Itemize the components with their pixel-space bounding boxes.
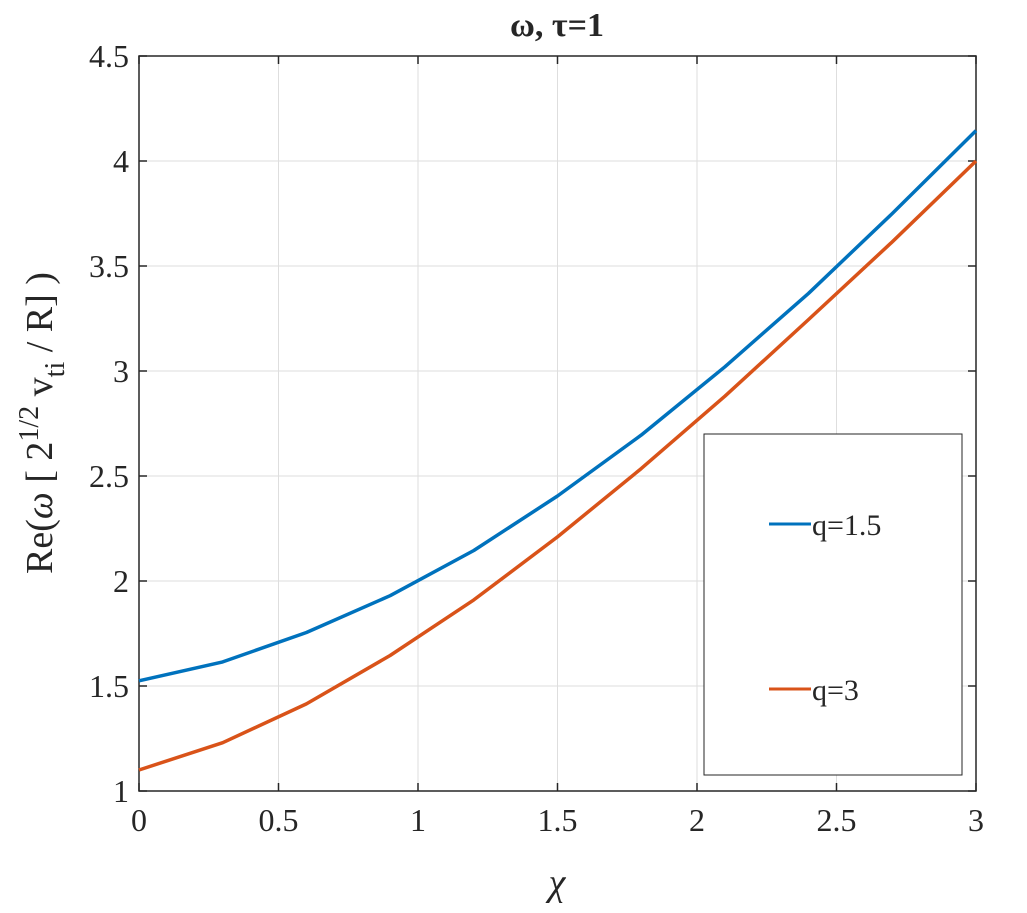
x-tick-label: 2 xyxy=(689,802,705,838)
x-tick-label: 2.5 xyxy=(817,802,857,838)
legend-box xyxy=(703,433,963,776)
y-axis-label: Re(ω [ 21/2 vti / R] ) xyxy=(14,272,71,574)
x-tick-label: 0.5 xyxy=(259,802,299,838)
series-line-q=3 xyxy=(138,159,978,772)
y-tick-label: 4 xyxy=(113,143,129,179)
legend-label-q3: q=3 xyxy=(812,674,859,707)
tick-marks xyxy=(138,55,977,792)
y-tick-label: 2.5 xyxy=(89,458,129,494)
y-tick-label: 1.5 xyxy=(89,668,129,704)
y-tick-labels: 1 1.5 2 2.5 3 3.5 4 4.5 xyxy=(89,38,129,809)
chart-title: ω, τ=1 xyxy=(510,7,604,44)
y-tick-label: 3.5 xyxy=(89,248,129,284)
y-tick-label: 1 xyxy=(113,773,129,809)
x-tick-label: 1 xyxy=(410,802,426,838)
y-tick-label: 2 xyxy=(113,563,129,599)
x-tick-label: 3 xyxy=(968,802,984,838)
y-tick-label: 4.5 xyxy=(89,38,129,74)
legend-label-q1.5: q=1.5 xyxy=(812,509,881,542)
x-tick-label: 0 xyxy=(131,802,147,838)
y-tick-label: 3 xyxy=(113,353,129,389)
legend: q=1.5 q=3 xyxy=(703,433,963,776)
series-lines xyxy=(138,129,978,772)
x-tick-labels: 0 0.5 1 1.5 2 2.5 3 xyxy=(131,802,984,838)
series-line-q=1.5 xyxy=(138,129,978,683)
x-tick-label: 1.5 xyxy=(538,802,578,838)
x-axis-label: χ xyxy=(545,862,567,904)
